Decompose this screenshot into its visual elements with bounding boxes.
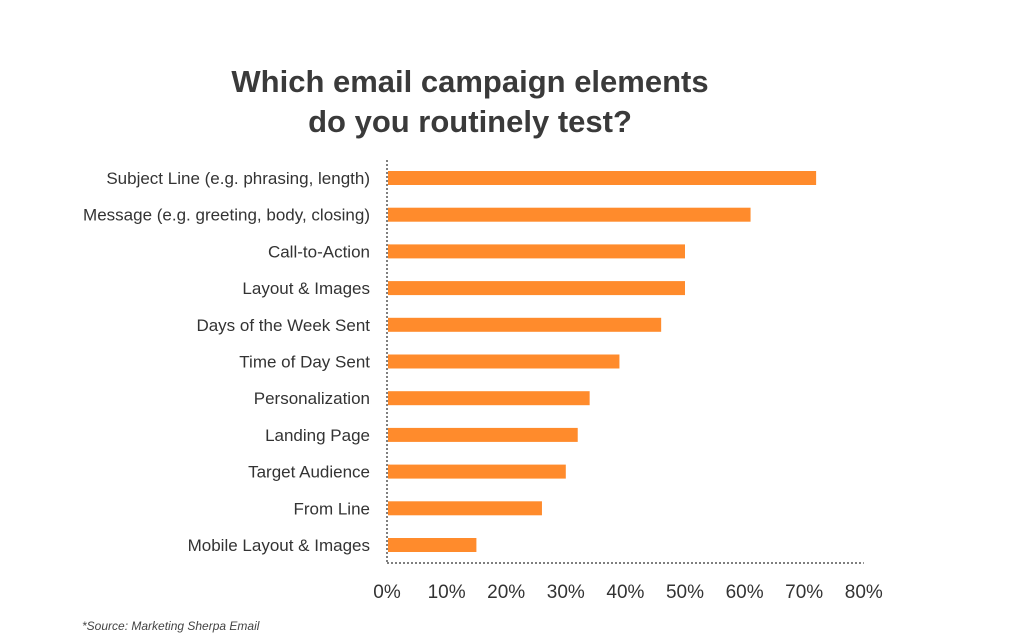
bar-layout-images xyxy=(388,281,685,296)
source-note: *Source: Marketing Sherpa Email xyxy=(82,619,260,633)
tick-labels-group: 0% 10% 20% 30% 40% 50% 60% 70% 80% xyxy=(373,582,883,603)
bar-mobile-layout-images xyxy=(388,538,477,552)
category-label-days-of-the-week-sent: Days of the Week Sent xyxy=(196,316,370,335)
category-label-from-line: From Line xyxy=(293,499,370,518)
x-tick-label-70: 70% xyxy=(785,582,823,603)
x-tick-label-0: 0% xyxy=(373,582,401,603)
chart-title-line-2: do you routinely test? xyxy=(308,104,632,139)
x-tick-label-10: 10% xyxy=(428,582,466,603)
category-label-layout-images: Layout & Images xyxy=(242,279,370,298)
axes-group xyxy=(386,160,864,564)
category-labels-group: Subject Line (e.g. phrasing, length) Mess… xyxy=(83,169,370,555)
x-tick-label-60: 60% xyxy=(726,582,764,603)
bar-message-e-g-greeting-body-closing xyxy=(388,207,751,222)
category-label-landing-page: Landing Page xyxy=(265,426,370,445)
category-label-personalization: Personalization xyxy=(254,389,370,408)
category-label-subject-line-e-g-phrasing-length: Subject Line (e.g. phrasing, length) xyxy=(106,169,370,188)
chart-title-line-1: Which email campaign elements xyxy=(231,64,709,99)
bar-call-to-action xyxy=(388,244,685,259)
category-label-target-audience: Target Audience xyxy=(248,463,370,482)
category-label-call-to-action: Call-to-Action xyxy=(268,242,370,261)
bar-landing-page xyxy=(388,427,578,442)
x-tick-label-80: 80% xyxy=(845,582,883,603)
bar-subject-line-e-g-phrasing-length xyxy=(388,171,817,185)
category-label-message-e-g-greeting-body-closing: Message (e.g. greeting, body, closing) xyxy=(83,206,370,225)
x-tick-label-50: 50% xyxy=(666,582,704,603)
bar-target-audience xyxy=(388,464,566,479)
bar-from-line xyxy=(388,501,542,516)
bar-personalization xyxy=(388,391,590,406)
category-label-time-of-day-sent: Time of Day Sent xyxy=(239,353,370,372)
x-tick-label-20: 20% xyxy=(487,582,525,603)
x-tick-label-40: 40% xyxy=(606,582,644,603)
x-tick-label-30: 30% xyxy=(547,582,585,603)
bar-time-of-day-sent xyxy=(388,354,620,369)
bars-group xyxy=(388,171,817,552)
chart-title: Which email campaign elements do you rou… xyxy=(0,62,940,142)
category-label-mobile-layout-images: Mobile Layout & Images xyxy=(188,536,370,555)
bar-days-of-the-week-sent xyxy=(388,317,662,332)
